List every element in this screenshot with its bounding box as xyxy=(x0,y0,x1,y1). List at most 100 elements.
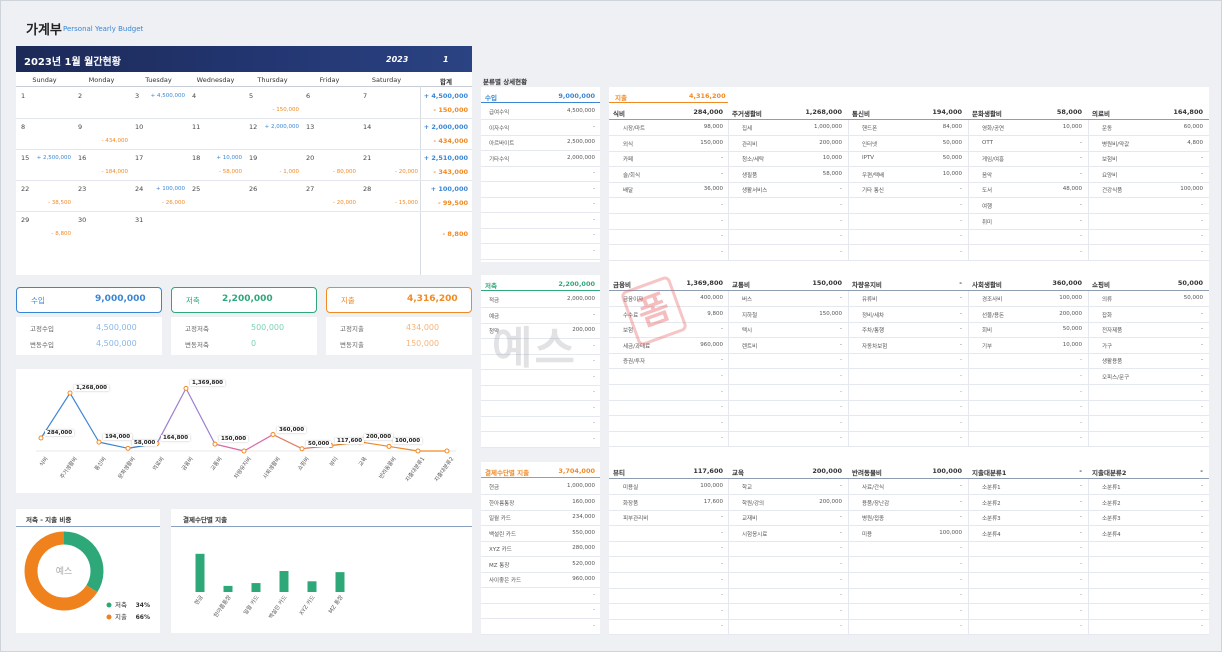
watermark-text: 예스 xyxy=(492,323,577,374)
calendar-day[interactable]: 7 xyxy=(363,92,368,100)
category-underline xyxy=(1088,290,1209,291)
payment-bar[interactable] xyxy=(307,581,317,592)
line-point[interactable] xyxy=(386,443,392,449)
bar-x-label: MZ 통장 xyxy=(327,594,344,615)
subcategory-label: 피부관리비 xyxy=(623,516,649,523)
category-total: - xyxy=(959,279,962,287)
line-point[interactable] xyxy=(299,446,305,452)
calendar-day[interactable]: 31 xyxy=(135,216,144,224)
calendar-day[interactable]: 16 xyxy=(78,154,87,162)
calendar-month[interactable]: 1 xyxy=(443,55,449,64)
calendar-day[interactable]: 22 xyxy=(21,185,30,193)
line-point[interactable] xyxy=(212,441,218,447)
calendar-day[interactable]: 8 xyxy=(21,123,26,131)
donut-slice[interactable] xyxy=(24,531,98,611)
calendar-day[interactable]: 9 xyxy=(78,123,83,131)
subcategory-value: - xyxy=(721,155,723,162)
subcategory-label: 병원/접종 xyxy=(862,516,885,523)
row-divider xyxy=(728,135,848,136)
calendar-day[interactable]: 3 xyxy=(135,92,140,100)
line-point[interactable] xyxy=(270,432,276,438)
calendar-day[interactable]: 30 xyxy=(78,216,87,224)
subcategory-empty: - xyxy=(960,233,962,240)
calendar-day[interactable]: 28 xyxy=(363,185,372,193)
row-divider xyxy=(609,525,729,527)
calendar-day[interactable]: 5 xyxy=(249,92,254,100)
subcategory-empty: - xyxy=(960,561,962,567)
calendar-day[interactable]: 24 xyxy=(135,185,144,193)
calendar-day[interactable]: 13 xyxy=(306,123,315,131)
calendar-day[interactable]: 20 xyxy=(306,154,315,162)
line-point[interactable] xyxy=(183,385,189,391)
calendar-day[interactable]: 6 xyxy=(306,92,311,100)
subcategory-empty: - xyxy=(960,357,962,364)
row-divider xyxy=(728,446,848,448)
day-income: + 10,000 xyxy=(216,155,242,161)
row-divider xyxy=(728,634,848,636)
line-point[interactable] xyxy=(38,435,44,441)
subcategory-empty: - xyxy=(1080,623,1082,630)
calendar-day[interactable]: 14 xyxy=(363,123,372,131)
subcategory-value: 50,000 xyxy=(942,155,962,162)
subcategory-label: 자동차보험 xyxy=(862,343,888,350)
panel-item-label: 일월 카드 xyxy=(489,516,511,522)
panel-empty-cell: - xyxy=(593,622,595,629)
point-label: 164,800 xyxy=(161,435,191,442)
calendar-day[interactable]: 4 xyxy=(192,92,197,100)
panel-item-label: 급여수익 xyxy=(489,110,510,116)
line-point[interactable] xyxy=(96,439,102,445)
subcategory-empty: - xyxy=(1201,623,1203,630)
calendar-day[interactable]: 23 xyxy=(78,185,87,193)
row-divider xyxy=(848,634,968,636)
payment-bar[interactable] xyxy=(223,585,233,592)
row-divider xyxy=(728,166,848,168)
payment-bar[interactable] xyxy=(279,571,289,592)
saving-breakdown: 고정저축 500,000 변동저축 0 xyxy=(171,317,317,355)
line-point[interactable] xyxy=(241,448,247,454)
calendar-year[interactable]: 2023 xyxy=(386,55,409,64)
page-subtitle: Personal Yearly Budget xyxy=(63,25,144,33)
donut-slice[interactable] xyxy=(63,531,104,593)
line-point[interactable] xyxy=(415,448,421,454)
row-divider xyxy=(609,306,729,307)
day-expense: - 1,000 xyxy=(279,169,299,175)
calendar-day[interactable]: 26 xyxy=(249,185,258,193)
calendar-day[interactable]: 1 xyxy=(21,92,26,100)
payment-detail-panel: 결제수단별 지출 3,704,000 현금 1,000,000 한아름통장 160,000… xyxy=(481,462,600,635)
calendar-day[interactable]: 15 xyxy=(21,154,30,162)
calendar-day[interactable]: 18 xyxy=(192,154,201,162)
subcategory-empty: - xyxy=(960,435,962,442)
subcategory-empty: - xyxy=(1201,202,1203,208)
line-point[interactable] xyxy=(125,445,131,451)
subcategory-value: - xyxy=(1080,217,1082,224)
week-expense-total: - 99,500 xyxy=(437,199,468,207)
line-point[interactable] xyxy=(444,448,450,454)
line-point[interactable] xyxy=(67,390,73,396)
calendar-day[interactable]: 17 xyxy=(135,154,144,162)
week-income-total: + 2,510,000 xyxy=(423,154,468,162)
row-divider xyxy=(481,243,600,244)
calendar-day[interactable]: 11 xyxy=(192,123,201,131)
subcategory-label: 소분류3 xyxy=(1102,516,1121,523)
calendar-day[interactable]: 12 xyxy=(249,123,258,131)
category-name: 금융비 xyxy=(613,281,631,289)
row-divider xyxy=(481,633,600,635)
calendar-day[interactable]: 2 xyxy=(78,92,83,100)
row-divider xyxy=(968,213,1088,214)
subcategory-label: 생활용품 xyxy=(1102,359,1123,366)
calendar-day[interactable]: 19 xyxy=(249,154,258,162)
calendar-day[interactable]: 10 xyxy=(135,123,144,131)
payment-bar[interactable] xyxy=(335,572,345,592)
week-income-total: + 2,000,000 xyxy=(423,123,468,131)
payment-bar[interactable] xyxy=(195,553,205,592)
row-divider xyxy=(848,603,968,605)
calendar-day[interactable]: 25 xyxy=(192,185,201,193)
calendar-day[interactable]: 29 xyxy=(21,216,30,224)
calendar-day[interactable]: 27 xyxy=(306,185,315,193)
subcategory-label: 소분류1 xyxy=(982,485,1001,491)
subcategory-value: - xyxy=(960,326,962,333)
panel-item-label: MZ 통장 xyxy=(489,562,510,569)
calendar-day[interactable]: 21 xyxy=(363,154,372,162)
payment-bar[interactable] xyxy=(251,583,261,592)
